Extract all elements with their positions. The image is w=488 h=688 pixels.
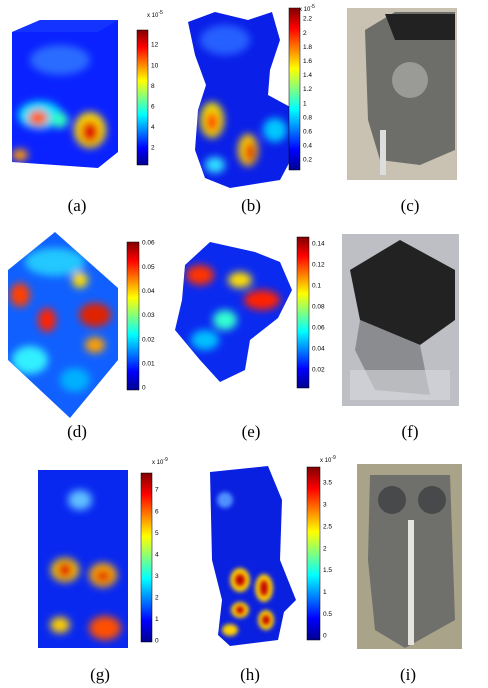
colorbar-tick-label: 0.06 xyxy=(142,240,155,247)
colorbar xyxy=(297,237,309,388)
colorbar-tick-label: 6 xyxy=(155,508,159,515)
colorbar-tick-label: 0.02 xyxy=(142,336,155,343)
colorbar-tick-label: 0.5 xyxy=(323,611,332,618)
colorbar-tick-label: 2 xyxy=(151,145,155,152)
heatmap-e xyxy=(170,235,300,390)
colorbar-tick-label: 1.2 xyxy=(303,86,312,93)
colorbar-tick-label: 8 xyxy=(151,83,155,90)
caption: (e) xyxy=(242,422,261,441)
colorbar-tick-label: 10 xyxy=(151,62,159,69)
colorbar-exponent: x 10-9 xyxy=(152,457,168,466)
colorbar-tick-label: 6 xyxy=(151,104,155,111)
caption: (b) xyxy=(241,196,261,215)
colorbar-tick-label: 0.1 xyxy=(312,283,321,290)
colorbar-tick-label: 2.2 xyxy=(303,16,312,23)
colorbar-tick-label: 0.06 xyxy=(312,325,325,332)
colorbar-tick-label: 1.8 xyxy=(303,44,312,51)
colorbar xyxy=(141,473,152,642)
colorbar-tick-label: 0.03 xyxy=(142,312,155,319)
colorbar-tick-label: 0 xyxy=(323,633,327,640)
heatmap-d xyxy=(0,225,125,425)
photo-i xyxy=(357,464,462,649)
exponent-base: x 10 xyxy=(299,7,311,13)
colorbar-exponent: x 10-9 xyxy=(320,455,336,464)
caption: (c) xyxy=(401,196,420,215)
caption: (i) xyxy=(400,665,416,684)
figure: (a)24681012x 10-5(b)0.20.40.60.811.21.41… xyxy=(0,0,488,688)
colorbar-tick-label: 2 xyxy=(303,30,307,37)
colorbar-tick-label: 0.04 xyxy=(312,346,325,353)
exponent-power: -9 xyxy=(163,457,168,463)
photo-c xyxy=(347,8,457,180)
colorbar-tick-label: 4 xyxy=(151,124,155,131)
colorbar-tick-label: 0.6 xyxy=(303,129,312,136)
colorbar-tick-label: 0.14 xyxy=(312,241,325,248)
colorbar-tick-label: 0 xyxy=(142,385,146,392)
caption: (g) xyxy=(90,665,110,684)
colorbar-tick-label: 2 xyxy=(155,595,159,602)
colorbar-tick-label: 2.5 xyxy=(323,523,332,530)
colorbar-tick-label: 5 xyxy=(155,530,159,537)
colorbar-tick-label: 0.08 xyxy=(312,304,325,311)
colorbar-tick-label: 1.6 xyxy=(303,58,312,65)
caption: (d) xyxy=(67,422,87,441)
colorbar-tick-label: 1.4 xyxy=(303,72,312,79)
colorbar-exponent: x 10-5 xyxy=(299,4,315,13)
exponent-power: -5 xyxy=(310,4,315,10)
caption: (f) xyxy=(402,422,419,441)
photo-f xyxy=(342,234,459,406)
heatmap-b xyxy=(180,5,300,195)
colorbar-tick-label: 0 xyxy=(155,638,159,645)
colorbar xyxy=(127,242,139,390)
colorbar-tick-label: 3 xyxy=(323,502,327,509)
colorbar-tick-label: 12 xyxy=(151,42,159,49)
colorbar-tick-label: 1 xyxy=(323,589,327,596)
heatmap-h xyxy=(200,460,300,650)
colorbar-tick-label: 4 xyxy=(155,551,159,558)
colorbar-tick-label: 0.05 xyxy=(142,264,155,271)
colorbar-exponent: x 10-5 xyxy=(147,10,163,19)
colorbar-tick-label: 3.5 xyxy=(323,480,332,487)
exponent-base: x 10 xyxy=(152,460,164,466)
colorbar-tick-label: 0.4 xyxy=(303,143,312,150)
colorbar-tick-label: 2 xyxy=(323,545,327,552)
colorbar-tick-label: 1 xyxy=(155,616,159,623)
exponent-power: -9 xyxy=(331,455,336,461)
colorbar-tick-label: 3 xyxy=(155,573,159,580)
exponent-base: x 10 xyxy=(147,13,159,19)
exponent-power: -5 xyxy=(158,10,163,16)
colorbar-tick-label: 0.8 xyxy=(303,114,312,121)
colorbar-tick-label: 7 xyxy=(155,487,159,494)
colorbar-tick-label: 0.02 xyxy=(312,367,325,374)
colorbar xyxy=(137,30,148,165)
heatmap-g xyxy=(30,465,135,655)
caption: (a) xyxy=(68,196,87,215)
colorbar-tick-label: 1.5 xyxy=(323,567,332,574)
colorbar xyxy=(307,467,320,640)
colorbar-tick-label: 0.2 xyxy=(303,157,312,164)
exponent-base: x 10 xyxy=(320,458,332,464)
colorbar-tick-label: 0.04 xyxy=(142,288,155,295)
caption: (h) xyxy=(240,665,260,684)
colorbar-tick-label: 1 xyxy=(303,100,307,107)
colorbar-tick-label: 0.12 xyxy=(312,262,325,269)
colorbar-tick-label: 0.01 xyxy=(142,361,155,368)
heatmap-a xyxy=(0,10,130,180)
colorbar xyxy=(289,8,300,170)
